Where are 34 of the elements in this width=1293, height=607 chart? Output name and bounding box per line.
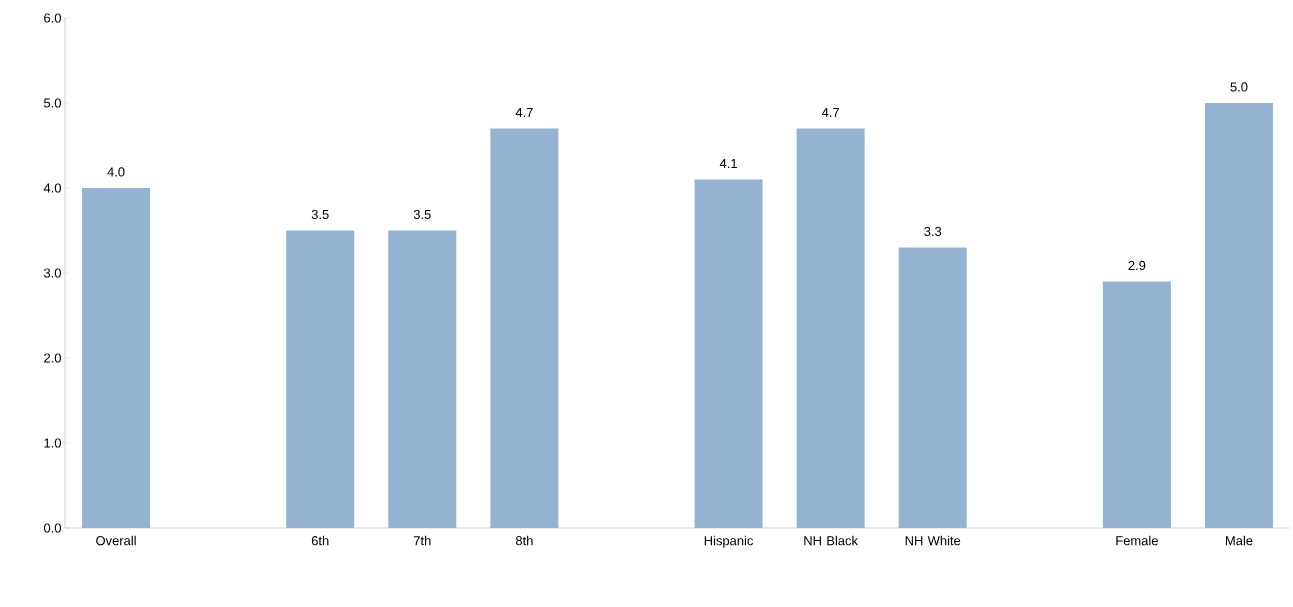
bar: [490, 128, 559, 528]
y-tick-label: 3.0: [43, 268, 61, 278]
x-tick-label: Female: [1116, 535, 1158, 546]
x-tick-label: 6th: [311, 535, 329, 546]
data-label: 3.5: [311, 209, 329, 220]
bar: [388, 230, 457, 528]
bar: [82, 188, 151, 528]
data-label: 4.7: [821, 108, 839, 118]
y-tick-label: 5.0: [43, 98, 61, 108]
data-label: 2.9: [1128, 260, 1146, 271]
x-tick-label: Overall: [96, 535, 136, 546]
y-tick-label: 2.0: [44, 353, 61, 363]
x-tick-label: NH White: [905, 535, 961, 546]
x-tick-label: NH Black: [804, 535, 858, 546]
data-label: 3.3: [924, 226, 942, 237]
y-tick-label: 6.0: [44, 13, 61, 23]
bar: [796, 128, 865, 528]
x-tick-label: 8th: [515, 535, 533, 546]
y-tick-label: 4.0: [43, 183, 61, 193]
bar: [1204, 103, 1273, 528]
data-label: 3.5: [413, 209, 431, 220]
y-tick-label: 0.0: [43, 523, 61, 533]
data-label: 4.1: [719, 159, 737, 169]
data-label: 5.0: [1230, 82, 1248, 92]
bar: [898, 247, 967, 528]
bar: [694, 179, 763, 528]
bar: [286, 230, 355, 528]
data-label: 4.7: [515, 108, 533, 118]
x-tick-label: Hispanic: [704, 535, 754, 548]
x-tick-label: Male: [1226, 535, 1253, 546]
bar: [1102, 281, 1171, 528]
data-label: 4.0: [107, 167, 125, 177]
x-tick-label: 7th: [413, 535, 431, 546]
y-tick-label: 1.0: [44, 438, 61, 448]
